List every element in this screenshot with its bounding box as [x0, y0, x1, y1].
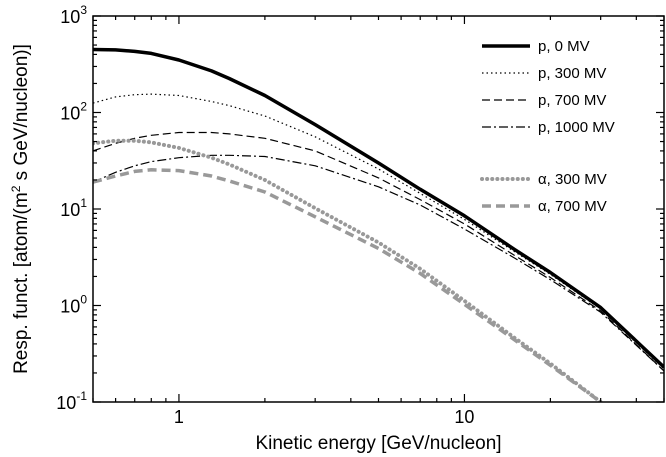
y-tick-exponent: 1 — [80, 196, 87, 210]
plot-area — [93, 47, 664, 402]
y-tick-exponent: 2 — [80, 100, 87, 114]
series-line-5 — [93, 138, 603, 402]
y-tick-label: 101 — [60, 196, 87, 220]
legend-label: p, 1000 MV — [538, 119, 615, 136]
y-tick-label: 103 — [60, 3, 87, 27]
legend-label: p, 300 MV — [538, 65, 606, 82]
legend-label: p, 700 MV — [538, 92, 606, 109]
series-line-3 — [93, 131, 664, 372]
y-axis-title-units: s GeV/nucleon)] — [11, 44, 32, 186]
series-line-6 — [93, 168, 602, 402]
y-axis-title: Resp. funct. [atom/(m2 s GeV/nucleon)] — [9, 44, 32, 374]
y-tick-base: 10 — [60, 297, 80, 317]
y-axis-title-main: Resp. funct. [atom/(m — [11, 192, 32, 374]
y-tick-exponent: -1 — [76, 389, 87, 403]
legend-label: p, 0 MV — [538, 38, 590, 55]
x-tick-label: 1 — [174, 407, 184, 427]
series-line-1 — [93, 47, 664, 369]
x-tick-label: 10 — [454, 407, 474, 427]
y-tick-base: 10 — [60, 200, 80, 220]
legend: p, 0 MV p, 300 MV p, 700 MV p, 1000 MV α, 30… — [480, 38, 615, 215]
y-tick-exponent: 3 — [80, 3, 87, 17]
series-line-4 — [93, 154, 664, 372]
y-tick-label: 100 — [60, 293, 87, 317]
series-line-2 — [93, 93, 664, 370]
y-tick-label: 10-1 — [56, 389, 87, 413]
y-tick-label: 102 — [60, 100, 87, 124]
y-axis-title-superscript: 2 — [9, 185, 23, 192]
legend-label: α, 300 MV — [538, 171, 607, 188]
y-tick-base: 10 — [60, 7, 80, 27]
y-tick-base: 10 — [56, 393, 76, 413]
y-tick-base: 10 — [60, 104, 80, 124]
y-tick-exponent: 0 — [80, 293, 87, 307]
legend-label: α, 700 MV — [538, 198, 607, 215]
x-axis-title: Kinetic energy [GeV/nucleon] — [255, 433, 501, 454]
